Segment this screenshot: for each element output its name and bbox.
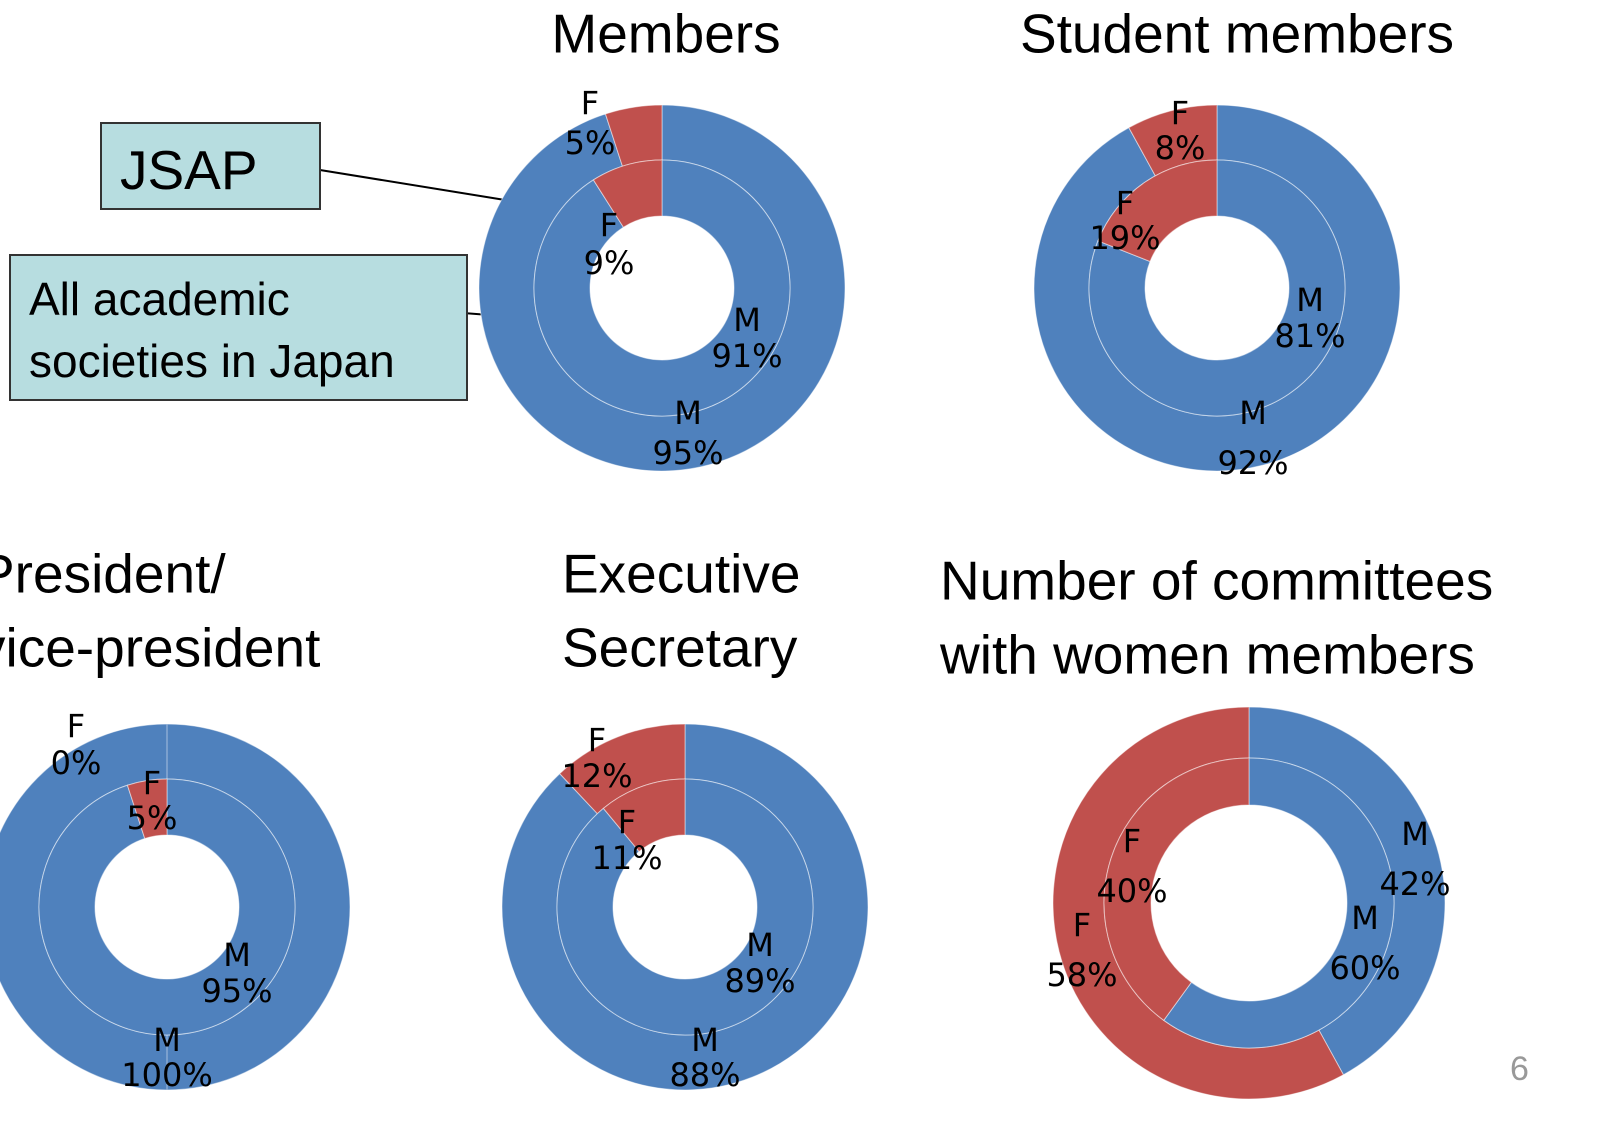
segment-category: M <box>153 1021 181 1059</box>
chart-title: Members <box>551 3 780 65</box>
donut-segment <box>126 778 168 840</box>
segment-category: F <box>588 721 606 759</box>
chart-title: President/ <box>0 543 226 605</box>
segment-category: M <box>674 394 702 432</box>
chart-title: Number of committees <box>940 550 1493 612</box>
segment-label: 88% <box>669 1056 740 1094</box>
donut-segment <box>556 778 814 1036</box>
segment-label: 95% <box>201 972 272 1010</box>
segment-category: M <box>223 936 251 974</box>
segment-category: M <box>746 926 774 964</box>
segment-label: 8% <box>1155 129 1206 167</box>
donut-segment <box>533 159 791 417</box>
segment-category: F <box>581 84 599 122</box>
chart-title: with women members <box>939 624 1475 686</box>
segment-label: 9% <box>584 244 635 282</box>
segment-label: 95% <box>652 434 723 472</box>
segment-category: M <box>1401 815 1429 853</box>
callout-line <box>319 169 506 201</box>
segment-label: 81% <box>1274 317 1345 355</box>
donut-segment <box>1163 757 1395 1049</box>
donut-segment <box>1103 757 1250 1022</box>
callout-box: All academic societies in Japan <box>9 254 468 401</box>
segment-category: F <box>1171 94 1189 132</box>
donut-segment <box>1097 159 1218 263</box>
segment-category: F <box>618 803 636 841</box>
segment-category: F <box>143 764 161 802</box>
donut-segment <box>592 159 663 228</box>
segment-category: F <box>1123 822 1141 860</box>
segment-label: 5% <box>127 799 178 837</box>
callout-box: JSAP <box>100 122 321 210</box>
segment-label: 19% <box>1089 219 1160 257</box>
donut-segment <box>1088 159 1346 417</box>
segment-label: 100% <box>121 1056 212 1094</box>
segment-label: 11% <box>591 839 662 877</box>
segment-label: 40% <box>1096 872 1167 910</box>
segment-label: 42% <box>1379 865 1450 903</box>
segment-category: F <box>600 206 618 244</box>
segment-category: F <box>1116 184 1134 222</box>
segment-category: M <box>1351 899 1379 937</box>
segment-label: 12% <box>561 757 632 795</box>
segment-label: 5% <box>565 124 616 162</box>
segment-category: M <box>1239 394 1267 432</box>
donut-segment <box>38 778 296 1036</box>
segment-label: 91% <box>711 337 782 375</box>
segment-label: 0% <box>51 744 102 782</box>
segment-category: M <box>1296 281 1324 319</box>
segment-category: M <box>691 1021 719 1059</box>
segment-label: 92% <box>1217 444 1288 482</box>
segment-label: 58% <box>1046 956 1117 994</box>
page-number: 6 <box>1510 1050 1529 1088</box>
donut-segment <box>602 778 686 853</box>
segment-category: M <box>733 301 761 339</box>
segment-category: F <box>67 707 85 745</box>
chart-title: vice-president <box>0 617 320 679</box>
chart-title: Student members <box>1020 3 1454 65</box>
segment-label: 60% <box>1329 949 1400 987</box>
segment-label: 89% <box>724 962 795 1000</box>
segment-category: F <box>1073 906 1091 944</box>
chart-title: Executive <box>562 543 800 605</box>
chart-title: Secretary <box>562 617 798 679</box>
